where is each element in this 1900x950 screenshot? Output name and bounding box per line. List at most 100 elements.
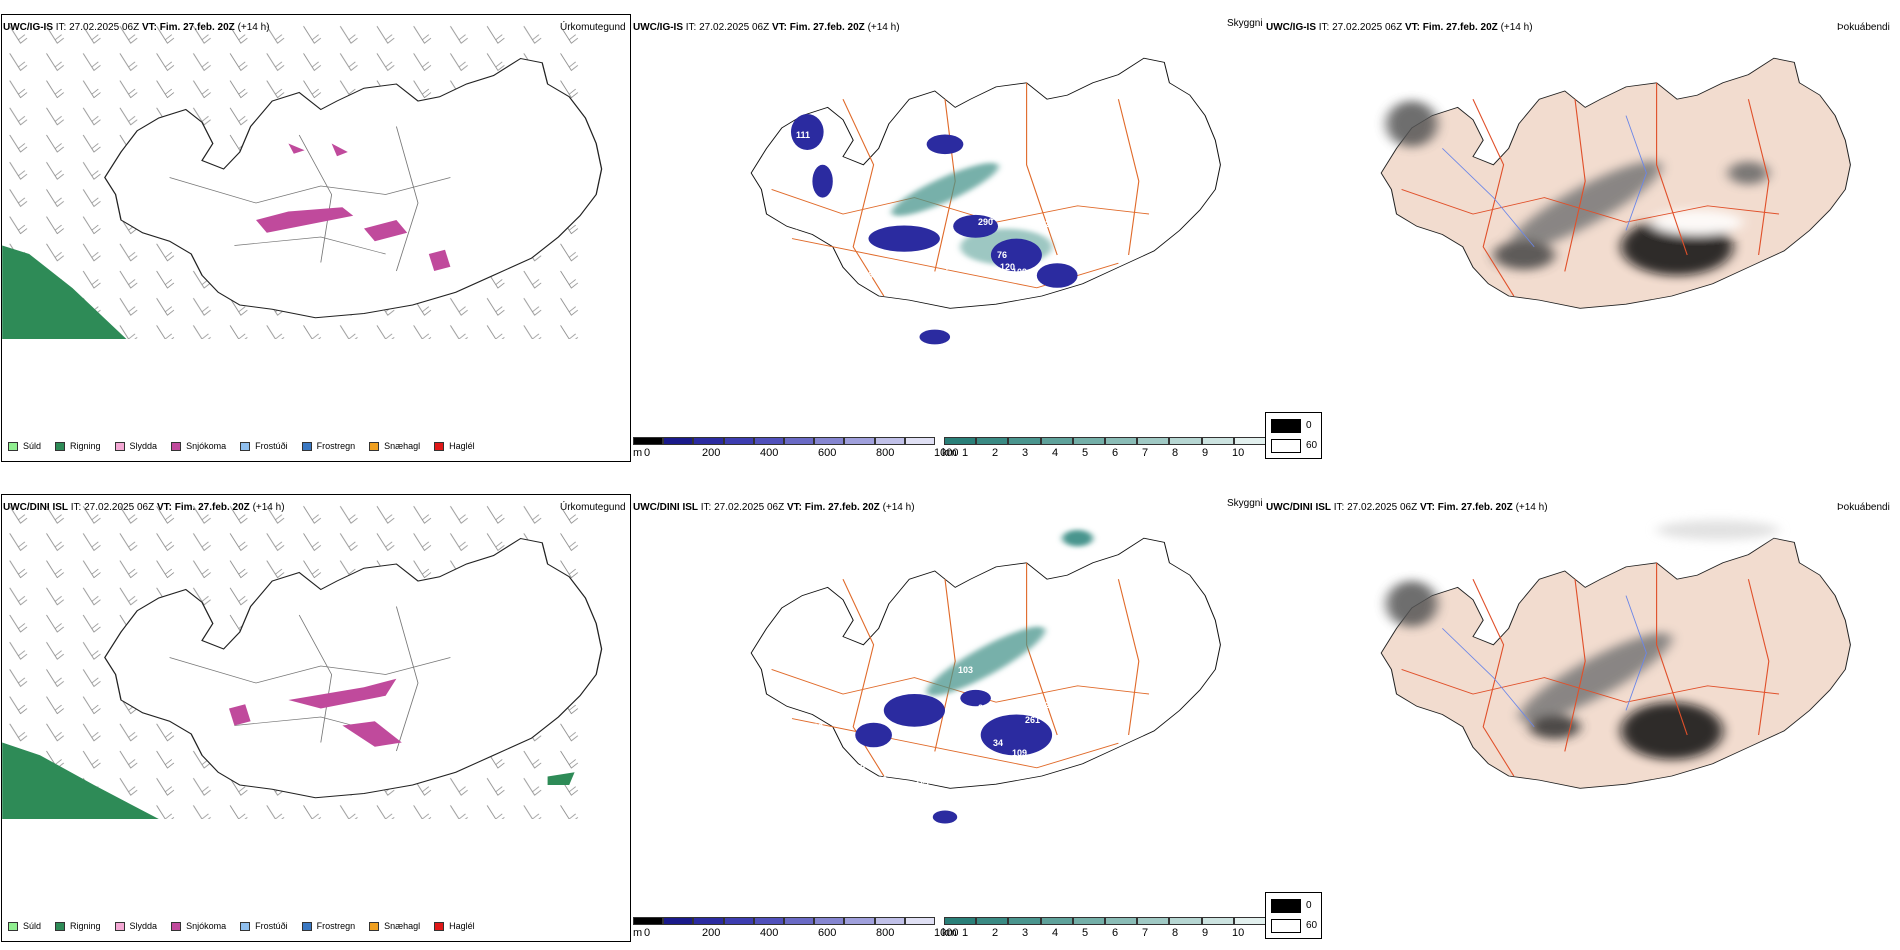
fog-tick-0: 0 bbox=[1306, 900, 1312, 911]
visibility-scale-tick: 5 bbox=[1082, 447, 1089, 459]
fog-swatch-dark bbox=[1271, 899, 1301, 913]
visibility-scale-segment bbox=[976, 917, 1009, 925]
visibility-scale-tick: 6 bbox=[1112, 447, 1119, 459]
legend-swatch bbox=[240, 441, 251, 451]
visibility-scale-segment bbox=[1105, 437, 1138, 445]
ceiling-scale-segment bbox=[723, 917, 754, 925]
legend-item: Frostúði bbox=[240, 921, 288, 931]
legend-label: Frostúði bbox=[255, 441, 288, 451]
lead-time: (+14 h) bbox=[1500, 22, 1533, 33]
header-vis-bottom: UWC/DINI ISL IT: 27.02.2025 06Z VT: Fim.… bbox=[633, 502, 915, 514]
legend-label: Haglél bbox=[449, 441, 475, 451]
legend-label: Snæhagl bbox=[384, 921, 421, 931]
legend-item: Haglél bbox=[434, 921, 475, 931]
model-name: UWC/DINI ISL bbox=[1266, 502, 1331, 513]
legend-label: Frostregn bbox=[316, 441, 356, 451]
visibility-map-top bbox=[750, 57, 1221, 345]
legend-item: Súld bbox=[8, 921, 41, 931]
legend-swatch bbox=[434, 441, 445, 451]
ceiling-scale-segment bbox=[633, 917, 664, 925]
ceiling-value-label: 290 bbox=[978, 217, 994, 227]
ceiling-scale-segment bbox=[844, 917, 875, 925]
visibility-scale-segment bbox=[976, 437, 1009, 445]
legend-swatch bbox=[114, 921, 125, 931]
visibility-scale-tick: 10 bbox=[1232, 927, 1245, 939]
visibility-scale-segment bbox=[1201, 437, 1234, 445]
ceiling-value-label: 152 bbox=[872, 775, 888, 785]
legend-label: Rigning bbox=[70, 441, 101, 451]
scales-top: m 0 200 400 600 800 1000 km 1 2 3 4 5 6 7 8 9 10 bbox=[632, 435, 1272, 461]
lead-time: (+14 h) bbox=[867, 22, 900, 33]
ceiling-value-label: 100 bbox=[902, 284, 918, 294]
ceiling-value-label: 51 bbox=[788, 198, 799, 208]
ceiling-value-label: 116 bbox=[1010, 313, 1025, 323]
ceiling-scale-tick: 800 bbox=[876, 927, 895, 939]
ceiling-value-label: 115 bbox=[1005, 768, 1020, 778]
ceiling-value-label: 79 bbox=[752, 142, 763, 152]
panel-title-precip-bottom: Úrkomutegund bbox=[560, 502, 626, 513]
ceiling-scale-segment bbox=[814, 437, 845, 445]
visibility-map-bottom bbox=[750, 530, 1221, 824]
ceiling-scale-tick: 800 bbox=[876, 447, 895, 459]
vt-label: VT: bbox=[786, 502, 802, 513]
ceiling-value-label: 90 bbox=[990, 212, 1001, 222]
precip-legend-bottom: Súld Rigning Slydda Snjókoma Frostúði Frostre… bbox=[8, 921, 489, 931]
visibility-scale-tick: 9 bbox=[1202, 447, 1209, 459]
fog-swatch-dark bbox=[1271, 419, 1301, 433]
header-vis-top: UWC/IG-IS IT: 27.02.2025 06Z VT: Fim. 27… bbox=[633, 22, 900, 34]
ceiling-scale-segment bbox=[784, 437, 815, 445]
ceiling-scale-tick: 1000 bbox=[934, 447, 959, 459]
ceiling-scale-tick: 400 bbox=[760, 927, 779, 939]
legend-label: Súld bbox=[23, 441, 42, 451]
ceiling-value-label: 75 bbox=[930, 868, 941, 878]
lead-time: (+14 h) bbox=[1515, 502, 1548, 513]
ceiling-scale-segment bbox=[814, 917, 845, 925]
ceiling-scale-tick: 1000 bbox=[934, 927, 959, 939]
ceiling-value-label: 71 bbox=[907, 868, 918, 878]
visibility-scale-tick: 1 bbox=[962, 927, 969, 939]
legend-swatch bbox=[114, 441, 125, 451]
panel-title-vis-bottom: Skyggni bbox=[1227, 498, 1263, 509]
ceiling-value-label: 120 bbox=[1000, 262, 1016, 272]
init-time: IT: 27.02.2025 06Z bbox=[685, 22, 770, 33]
fog-map-top bbox=[1380, 57, 1851, 309]
precip-legend-top: Súld Rigning Slydda Snjókoma Frostúði Frostre… bbox=[8, 441, 489, 451]
ceiling-value-label: 76 bbox=[997, 250, 1008, 260]
visibility-scale-tick: 2 bbox=[992, 447, 999, 459]
init-time: IT: 27.02.2025 06Z bbox=[700, 502, 785, 513]
fog-scale-bottom: 0 60 bbox=[1265, 892, 1322, 939]
visibility-scale-segment bbox=[1008, 917, 1041, 925]
visibility-scale-tick: 10 bbox=[1232, 447, 1245, 459]
visibility-scale-segment bbox=[1169, 437, 1202, 445]
ceiling-value-label: 143 bbox=[928, 752, 944, 762]
ceiling-value-label: 128 bbox=[1057, 311, 1073, 321]
legend-swatch bbox=[55, 921, 66, 931]
panel-title-fog-bottom: Þokuábendi bbox=[1837, 502, 1890, 513]
visibility-scale-tick: 4 bbox=[1052, 447, 1059, 459]
ceiling-value-label: 98 bbox=[905, 262, 916, 272]
legend-label: Rigning bbox=[70, 921, 101, 931]
vt-label: VT: bbox=[1404, 22, 1420, 33]
ceiling-scale-tick: 600 bbox=[818, 927, 837, 939]
visibility-scale-segment bbox=[1008, 437, 1041, 445]
visibility-scale-segment bbox=[944, 917, 977, 925]
ceiling-scale-segment bbox=[663, 917, 694, 925]
ceiling-value-label: 81 bbox=[895, 748, 906, 758]
ceiling-value-label: 85 bbox=[945, 730, 956, 740]
ceiling-value-label: 88 bbox=[788, 228, 799, 238]
ceiling-scale-segment bbox=[693, 917, 724, 925]
valid-time: Fim. 27.feb. 20Z bbox=[1422, 22, 1498, 33]
ceiling-scale-segment bbox=[723, 437, 754, 445]
legend-item: Haglél bbox=[434, 441, 475, 451]
ceiling-scale-segment bbox=[904, 437, 935, 445]
visibility-scale-segment bbox=[1137, 437, 1170, 445]
visibility-scale-segment bbox=[944, 437, 977, 445]
ceiling-scale-tick: 0 bbox=[644, 927, 651, 939]
ceiling-scale-unit: m bbox=[633, 447, 643, 459]
visibility-scale-tick: 5 bbox=[1082, 927, 1089, 939]
ceiling-value-label: 261 bbox=[1025, 715, 1041, 725]
ceiling-value-label: 109 bbox=[1012, 748, 1028, 758]
ceiling-value-label: 34 bbox=[993, 738, 1004, 748]
legend-item: Snjókoma bbox=[171, 441, 226, 451]
